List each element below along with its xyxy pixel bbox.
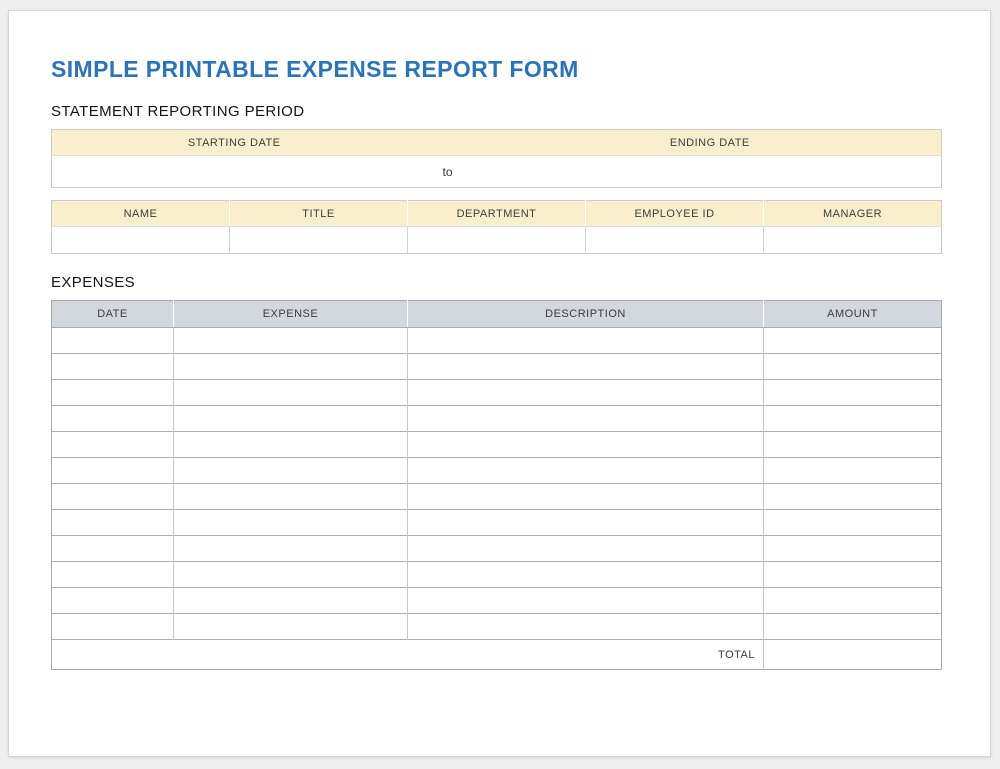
expense-row	[51, 327, 942, 354]
to-label: to	[442, 164, 453, 179]
expenses-table: DATE EXPENSE DESCRIPTION AMOUNT TOTAL	[51, 300, 942, 670]
expense-name-cell[interactable]	[172, 327, 408, 354]
expense-row	[51, 405, 942, 432]
expense-name-cell[interactable]	[172, 353, 408, 380]
expense-date-cell[interactable]	[51, 561, 174, 588]
expense-amount-cell[interactable]	[762, 379, 942, 406]
expense-date-cell[interactable]	[51, 535, 174, 562]
column-header-department: DEPARTMENT	[407, 200, 586, 227]
expense-row	[51, 561, 942, 588]
starting-date-cell[interactable]	[52, 156, 417, 188]
expense-description-cell[interactable]	[406, 327, 764, 354]
expense-name-cell[interactable]	[172, 509, 408, 536]
reporting-period-header-row: STARTING DATE ENDING DATE	[51, 129, 942, 156]
expense-row	[51, 509, 942, 536]
expense-description-cell[interactable]	[406, 535, 764, 562]
expense-amount-cell[interactable]	[762, 405, 942, 432]
expense-amount-cell[interactable]	[762, 353, 942, 380]
expense-date-cell[interactable]	[51, 457, 174, 484]
expense-amount-cell[interactable]	[762, 535, 942, 562]
reporting-period-table: STARTING DATE ENDING DATE to	[51, 129, 942, 188]
column-header-amount: AMOUNT	[762, 300, 942, 328]
employee-header-row: NAME TITLE DEPARTMENT EMPLOYEE ID MANAGE…	[51, 200, 942, 227]
expense-name-cell[interactable]	[172, 379, 408, 406]
expense-date-cell[interactable]	[51, 509, 174, 536]
expense-row	[51, 613, 942, 640]
expense-description-cell[interactable]	[406, 457, 764, 484]
expense-amount-cell[interactable]	[762, 509, 942, 536]
column-header-name: NAME	[51, 200, 230, 227]
expense-name-cell[interactable]	[172, 587, 408, 614]
column-header-title: TITLE	[229, 200, 408, 227]
expense-amount-cell[interactable]	[762, 587, 942, 614]
expense-description-cell[interactable]	[406, 561, 764, 588]
expense-row	[51, 535, 942, 562]
expense-amount-cell[interactable]	[762, 483, 942, 510]
expense-rows-body	[51, 327, 942, 640]
expense-name-cell[interactable]	[172, 405, 408, 432]
expense-row	[51, 457, 942, 484]
expense-description-cell[interactable]	[406, 613, 764, 640]
expense-amount-cell[interactable]	[762, 613, 942, 640]
column-header-expense: EXPENSE	[172, 300, 408, 328]
expense-amount-cell[interactable]	[762, 457, 942, 484]
expense-row	[51, 353, 942, 380]
expense-description-cell[interactable]	[406, 353, 764, 380]
expense-amount-cell[interactable]	[762, 431, 942, 458]
expense-date-cell[interactable]	[51, 327, 174, 354]
column-header-starting-date: STARTING DATE	[51, 129, 417, 156]
expense-name-cell[interactable]	[172, 457, 408, 484]
expense-date-cell[interactable]	[51, 431, 174, 458]
column-header-employee-id: EMPLOYEE ID	[585, 200, 764, 227]
expense-name-cell[interactable]	[172, 535, 408, 562]
department-cell[interactable]	[407, 226, 586, 254]
expense-date-cell[interactable]	[51, 405, 174, 432]
ending-date-cell[interactable]	[479, 156, 942, 188]
expense-name-cell[interactable]	[172, 613, 408, 640]
expense-description-cell[interactable]	[406, 379, 764, 406]
document-content: SIMPLE PRINTABLE EXPENSE REPORT FORM STA…	[9, 57, 990, 670]
total-row: TOTAL	[51, 639, 942, 670]
expense-amount-cell[interactable]	[762, 327, 942, 354]
expense-name-cell[interactable]	[172, 431, 408, 458]
expense-description-cell[interactable]	[406, 509, 764, 536]
employee-value-row	[52, 226, 942, 254]
expense-row	[51, 379, 942, 406]
total-label: TOTAL	[51, 639, 764, 670]
manager-cell[interactable]	[763, 226, 942, 254]
name-cell[interactable]	[52, 227, 230, 254]
expense-name-cell[interactable]	[172, 483, 408, 510]
expense-date-cell[interactable]	[51, 613, 174, 640]
expense-description-cell[interactable]	[406, 431, 764, 458]
expense-date-cell[interactable]	[51, 353, 174, 380]
employee-id-cell[interactable]	[585, 226, 764, 254]
column-header-manager: MANAGER	[763, 200, 942, 227]
section-heading-expenses: EXPENSES	[51, 274, 136, 291]
expense-row	[51, 483, 942, 510]
expense-date-cell[interactable]	[51, 379, 174, 406]
column-header-date: DATE	[51, 300, 174, 328]
reporting-period-value-row: to	[52, 156, 942, 188]
expense-amount-cell[interactable]	[762, 561, 942, 588]
employee-info-table: NAME TITLE DEPARTMENT EMPLOYEE ID MANAGE…	[51, 200, 942, 254]
expense-name-cell[interactable]	[172, 561, 408, 588]
expense-description-cell[interactable]	[406, 587, 764, 614]
section-heading-reporting-period: STATEMENT REPORTING PERIOD	[51, 103, 305, 120]
expense-description-cell[interactable]	[406, 405, 764, 432]
column-header-description: DESCRIPTION	[406, 300, 764, 328]
title-cell[interactable]	[229, 226, 408, 254]
column-header-ending-date: ENDING DATE	[478, 129, 942, 156]
document-page: SIMPLE PRINTABLE EXPENSE REPORT FORM STA…	[8, 10, 991, 757]
expenses-header-row: DATE EXPENSE DESCRIPTION AMOUNT	[51, 300, 942, 328]
expense-description-cell[interactable]	[406, 483, 764, 510]
expense-date-cell[interactable]	[51, 483, 174, 510]
column-header-period-spacer	[416, 129, 479, 156]
expense-row	[51, 431, 942, 458]
expense-row	[51, 587, 942, 614]
page-title: SIMPLE PRINTABLE EXPENSE REPORT FORM	[51, 56, 579, 82]
expense-date-cell[interactable]	[51, 587, 174, 614]
total-amount-cell[interactable]	[762, 639, 942, 670]
